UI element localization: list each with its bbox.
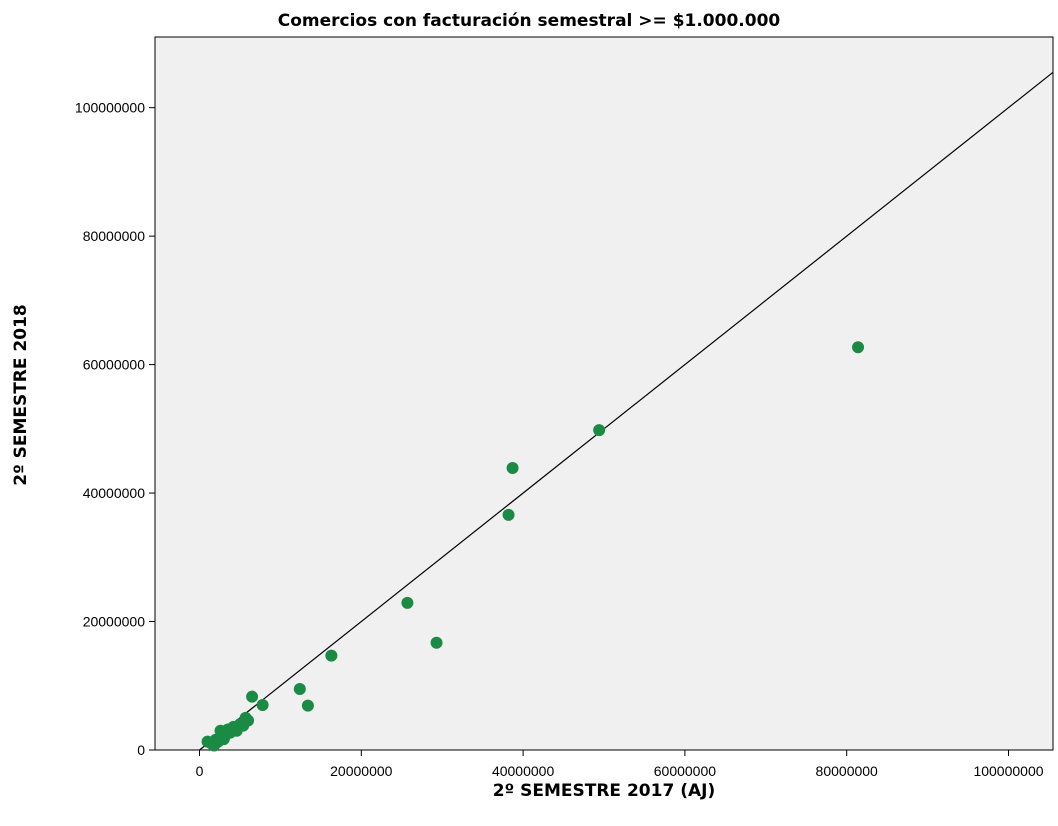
data-point <box>852 341 865 354</box>
x-tick-label: 0 <box>196 763 204 779</box>
data-point <box>325 649 338 662</box>
y-tick-label: 100000000 <box>75 100 145 116</box>
data-point <box>293 682 306 695</box>
y-axis-label: 2º SEMESTRE 2018 <box>11 304 31 486</box>
plot-area <box>154 36 1054 751</box>
chart-title: Comercios con facturación semestral >= $… <box>278 11 781 31</box>
data-point <box>430 636 443 649</box>
y-tick-label: 60000000 <box>83 357 146 373</box>
data-point <box>401 596 414 609</box>
data-point <box>506 462 519 475</box>
x-tick-label: 60000000 <box>654 763 717 779</box>
data-point <box>246 690 259 703</box>
data-point <box>256 699 269 712</box>
y-tick-label: 40000000 <box>83 485 146 501</box>
y-tick-label: 20000000 <box>83 614 146 630</box>
x-tick-label: 100000000 <box>973 763 1043 779</box>
axis-ticks: 0 20000000 40000000 60000000 80000000 1000000… <box>75 100 1044 779</box>
data-point <box>502 508 515 521</box>
x-tick-label: 80000000 <box>816 763 879 779</box>
reference-line <box>199 71 1054 751</box>
y-tick-label: 0 <box>137 742 145 758</box>
data-point <box>301 699 314 712</box>
x-axis-label: 2º SEMESTRE 2017 (AJ) <box>493 781 715 801</box>
x-tick-label: 20000000 <box>330 763 393 779</box>
data-points <box>201 341 865 752</box>
data-point <box>242 714 255 727</box>
y-tick-label: 80000000 <box>83 228 146 244</box>
data-point <box>593 424 606 437</box>
x-tick-label: 40000000 <box>492 763 555 779</box>
